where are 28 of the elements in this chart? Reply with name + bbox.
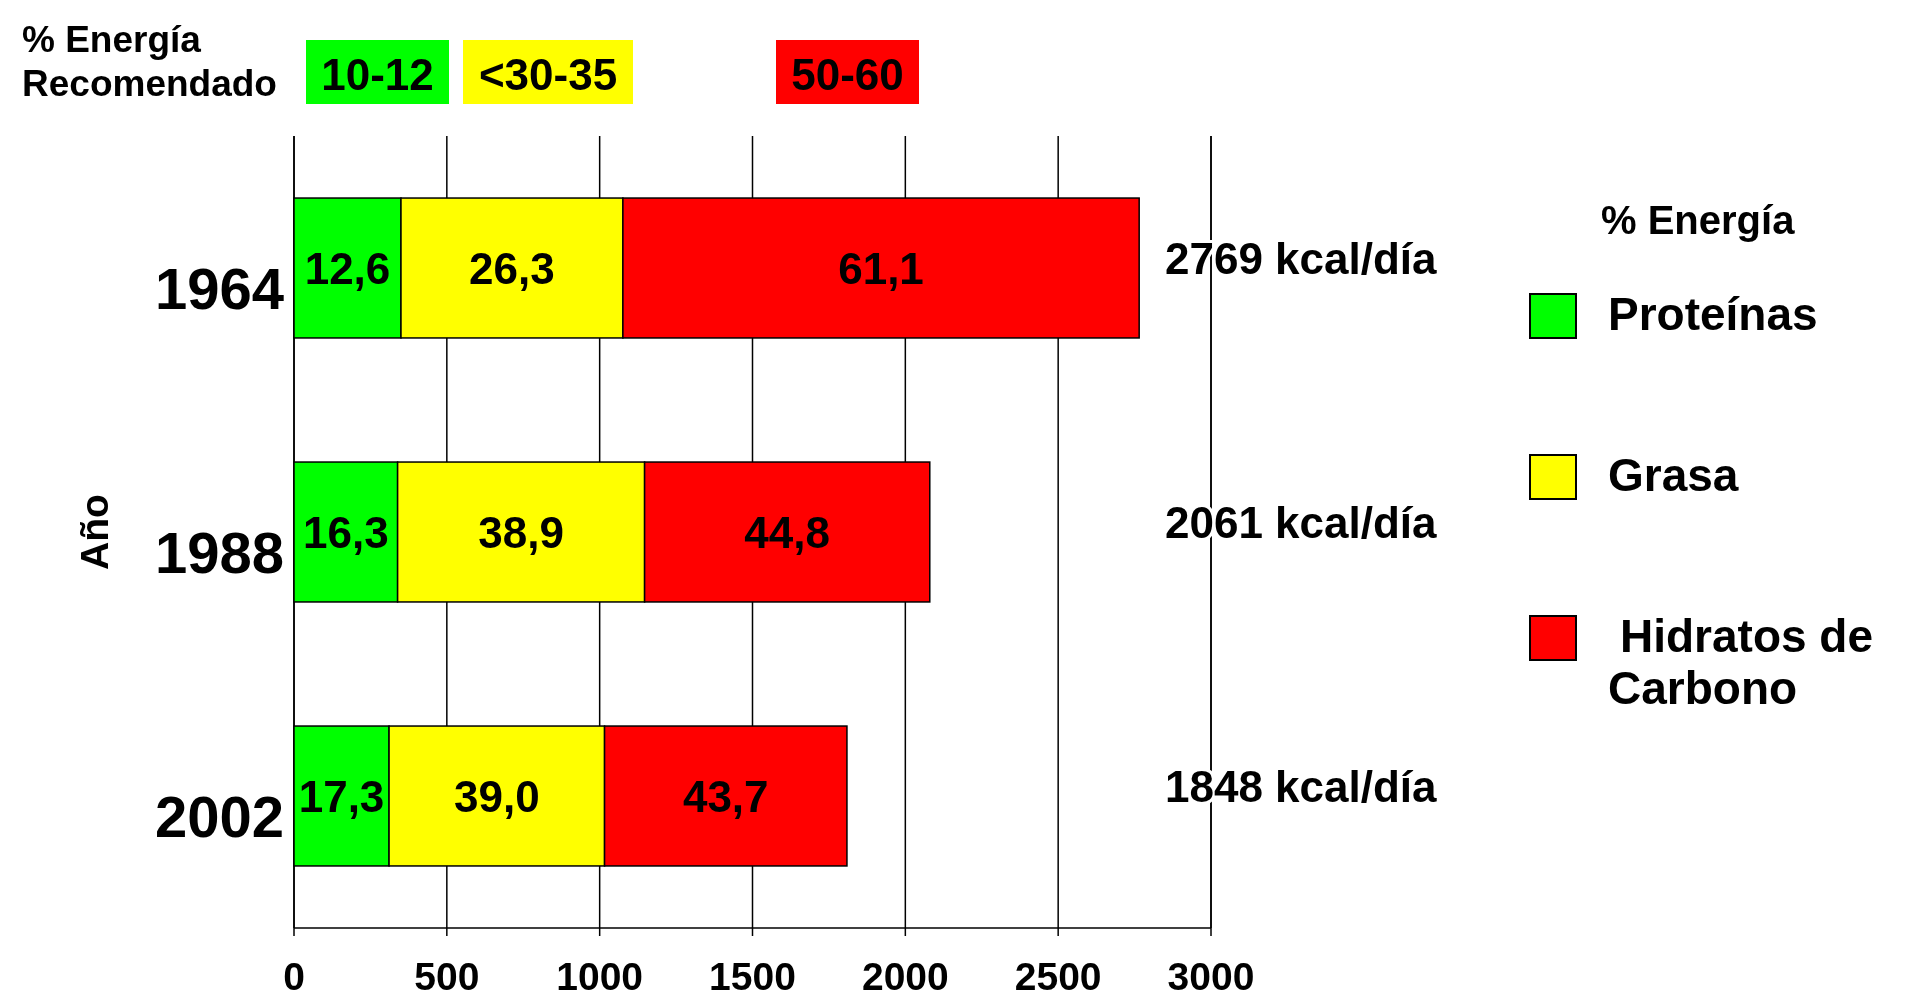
text: 50-60 <box>791 49 904 99</box>
y-axis-title: Año <box>73 494 116 570</box>
x-tick-label: 500 <box>414 955 480 998</box>
x-tick-label: 1000 <box>556 955 644 998</box>
annotation: 39,0 <box>453 771 540 821</box>
y-tick-label: 1988 <box>154 519 284 585</box>
annotation: 38,9 <box>478 507 564 557</box>
annotation: 61,1 <box>838 243 924 293</box>
x-tick-label: 1500 <box>709 955 796 998</box>
y-tick-label: 1964 <box>154 255 284 321</box>
annotation: 26,3 <box>469 243 555 293</box>
legend-title: % Energía <box>1601 198 1796 242</box>
annotation: 17,3 <box>298 771 385 821</box>
annotation: 16,3 <box>302 507 389 557</box>
x-tick-label: 2500 <box>1014 955 1102 998</box>
legend-label: Grasa <box>1608 449 1739 501</box>
annotation: 12,6 <box>304 243 391 293</box>
y-tick-label: 2002 <box>154 783 284 849</box>
text: % Energía Recomendado <box>22 19 277 104</box>
x-tick-label: 3000 <box>1167 955 1255 998</box>
x-tick-label: 0 <box>283 955 305 998</box>
text: 10-12 <box>321 49 434 99</box>
legend-label: Proteínas <box>1608 288 1818 340</box>
annotation: 44,8 <box>744 507 831 557</box>
annotation: 43,7 <box>682 771 769 821</box>
x-tick-label: 2000 <box>861 955 949 998</box>
legend-label: Hidratos de Carbono <box>1608 610 1874 714</box>
text: <30-35 <box>478 49 618 99</box>
